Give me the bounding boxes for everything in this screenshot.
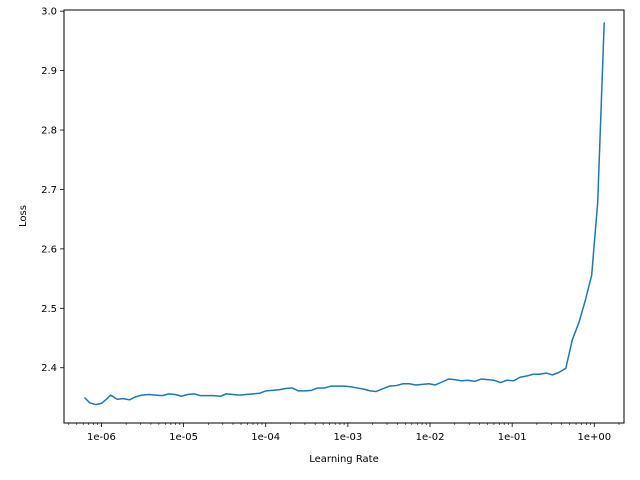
x-tick-label: 1e+00 [577,432,611,443]
y-tick-label: 2.7 [41,185,57,196]
y-tick-label: 2.4 [41,363,57,374]
x-tick-label: 1e-05 [169,432,198,443]
y-tick-label: 3.0 [41,7,57,18]
plot-frame [63,9,625,424]
x-tick-label: 1e-02 [416,432,445,443]
x-tick-label: 1e-03 [333,432,362,443]
x-tick-label: 1e-06 [87,432,116,443]
y-axis-label: Loss [18,205,29,227]
x-tick-label: 1e-04 [251,432,280,443]
y-tick-label: 2.8 [41,126,57,137]
y-tick-label: 2.5 [41,304,57,315]
x-tick-label: 1e-01 [498,432,527,443]
plot-line-layer [83,22,605,406]
loss-series-line [83,22,605,406]
y-tick-label: 2.9 [41,66,57,77]
y-tick-label: 2.6 [41,244,57,255]
y-axis-ticks: 2.4 2.5 2.6 2.7 2.8 2.9 3.0 [41,7,64,374]
x-axis-label: Learning Rate [309,454,379,465]
